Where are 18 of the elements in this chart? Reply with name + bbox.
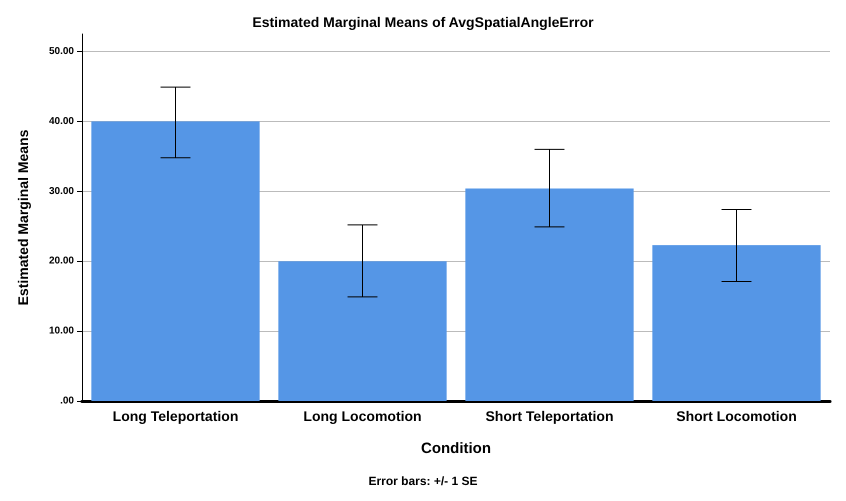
- y-tick-label: 30.00: [48, 186, 74, 197]
- chart-title: Estimated Marginal Means of AvgSpatialAngleError: [252, 14, 594, 30]
- bar: [652, 245, 821, 401]
- y-tick-label: 40.00: [48, 116, 74, 127]
- bar: [278, 261, 447, 401]
- x-tick-label: Long Teleportation: [112, 408, 238, 424]
- y-tick-label: 10.00: [48, 326, 74, 337]
- x-axis-title: Condition: [421, 440, 491, 457]
- y-tick-label: .00: [60, 396, 74, 406]
- y-axis-title: Estimated Marginal Means: [15, 129, 31, 306]
- x-tick-label: Long Locomotion: [303, 408, 422, 424]
- text: Error bars: +/- 1 SE: [368, 474, 478, 488]
- y-tick-label: 50.00: [48, 46, 74, 57]
- x-tick-label: Short Locomotion: [676, 408, 797, 424]
- y-tick-label: 20.00: [48, 256, 74, 267]
- bar: [91, 121, 260, 401]
- bar: [465, 188, 634, 401]
- x-tick-label: Short Teleportation: [485, 408, 614, 424]
